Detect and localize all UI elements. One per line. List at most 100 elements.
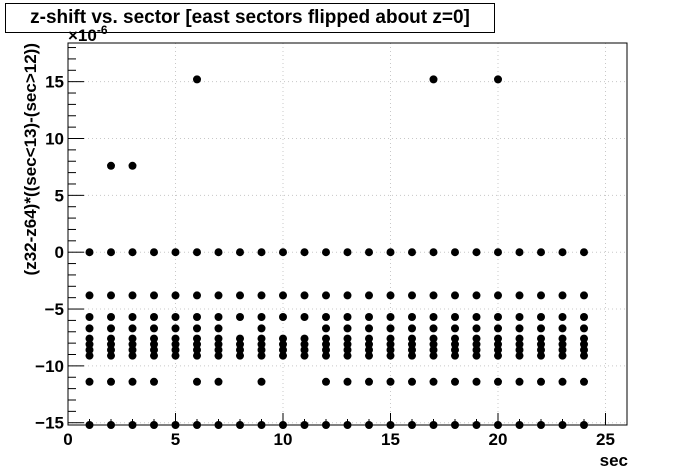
data-point	[451, 248, 459, 257]
data-point	[429, 345, 438, 354]
data-point	[279, 334, 287, 343]
data-point	[128, 334, 137, 343]
data-point	[365, 324, 373, 333]
data-point	[515, 312, 524, 321]
data-point	[408, 312, 416, 321]
data-point	[451, 377, 459, 386]
data-point	[515, 351, 524, 360]
data-point	[257, 377, 266, 386]
data-point	[494, 248, 502, 257]
data-point	[386, 334, 395, 343]
data-point	[107, 291, 115, 300]
data-point	[408, 340, 416, 349]
data-point	[279, 351, 287, 360]
data-point	[515, 421, 524, 429]
data-point	[279, 248, 287, 257]
data-point	[494, 334, 502, 343]
data-point	[236, 340, 244, 349]
x-tick-label: 0	[63, 430, 72, 449]
data-point	[236, 351, 244, 360]
data-point	[85, 421, 94, 429]
data-point	[322, 248, 330, 257]
data-point	[300, 312, 309, 321]
x-tick-label: 25	[596, 430, 615, 449]
data-point	[386, 312, 395, 321]
data-point	[558, 291, 567, 300]
data-point	[494, 340, 502, 349]
data-point	[128, 312, 137, 321]
data-point	[300, 248, 309, 257]
data-point	[365, 340, 373, 349]
data-point	[171, 324, 180, 333]
data-point	[365, 291, 373, 300]
data-point	[107, 421, 115, 429]
data-point	[472, 312, 481, 321]
data-point	[343, 334, 352, 343]
data-point	[107, 345, 115, 354]
data-point	[85, 324, 94, 333]
data-point	[537, 248, 545, 257]
data-point	[150, 345, 158, 354]
data-point	[580, 334, 588, 343]
data-point	[214, 324, 223, 333]
data-point	[472, 324, 481, 333]
data-point	[408, 291, 416, 300]
data-point	[537, 351, 545, 360]
data-point	[236, 312, 244, 321]
data-point	[193, 324, 201, 333]
data-point	[515, 248, 524, 257]
data-point	[171, 351, 180, 360]
data-point	[128, 340, 137, 349]
data-point	[322, 421, 330, 429]
data-point	[558, 248, 567, 257]
data-point	[429, 351, 438, 360]
data-point	[107, 340, 115, 349]
data-point	[128, 161, 137, 170]
y-exponent-base: ×10	[68, 26, 97, 45]
data-point	[193, 340, 201, 349]
data-point	[300, 421, 309, 429]
data-point	[472, 248, 481, 257]
data-point	[580, 291, 588, 300]
data-point	[451, 351, 459, 360]
data-point	[408, 248, 416, 257]
data-point	[451, 312, 459, 321]
data-point	[128, 421, 137, 429]
data-point	[429, 324, 438, 333]
y-tick-label: 5	[55, 186, 64, 205]
data-point	[85, 345, 94, 354]
data-point	[558, 377, 567, 386]
data-point	[580, 377, 588, 386]
data-point	[515, 340, 524, 349]
data-point	[580, 351, 588, 360]
data-point	[386, 291, 395, 300]
data-point	[451, 324, 459, 333]
data-point	[343, 324, 352, 333]
data-point	[107, 248, 115, 257]
data-point	[451, 340, 459, 349]
data-point	[537, 345, 545, 354]
data-point	[171, 312, 180, 321]
data-point	[537, 324, 545, 333]
data-point	[365, 345, 373, 354]
data-point	[472, 377, 481, 386]
chart-title: z-shift vs. sector [east sectors flipped…	[5, 3, 495, 33]
data-point	[279, 312, 287, 321]
data-point	[343, 345, 352, 354]
data-point	[537, 334, 545, 343]
data-point	[193, 248, 201, 257]
data-point	[472, 351, 481, 360]
data-point	[580, 421, 588, 429]
data-point	[408, 377, 416, 386]
data-point	[214, 351, 223, 360]
data-point	[515, 334, 524, 343]
data-point	[343, 248, 352, 257]
data-point	[300, 334, 309, 343]
data-point	[386, 345, 395, 354]
y-tick-label: −15	[35, 414, 64, 433]
data-point	[537, 312, 545, 321]
data-point	[150, 324, 158, 333]
data-point	[300, 340, 309, 349]
data-point	[85, 377, 94, 386]
data-point	[107, 312, 115, 321]
